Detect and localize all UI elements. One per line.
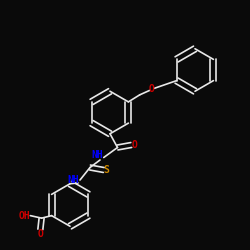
Text: S: S (104, 165, 110, 175)
Text: O: O (38, 229, 43, 239)
Text: NH: NH (92, 150, 104, 160)
Text: O: O (131, 140, 137, 150)
Text: O: O (149, 84, 154, 94)
Text: OH: OH (19, 210, 31, 220)
Text: NH: NH (68, 175, 80, 185)
